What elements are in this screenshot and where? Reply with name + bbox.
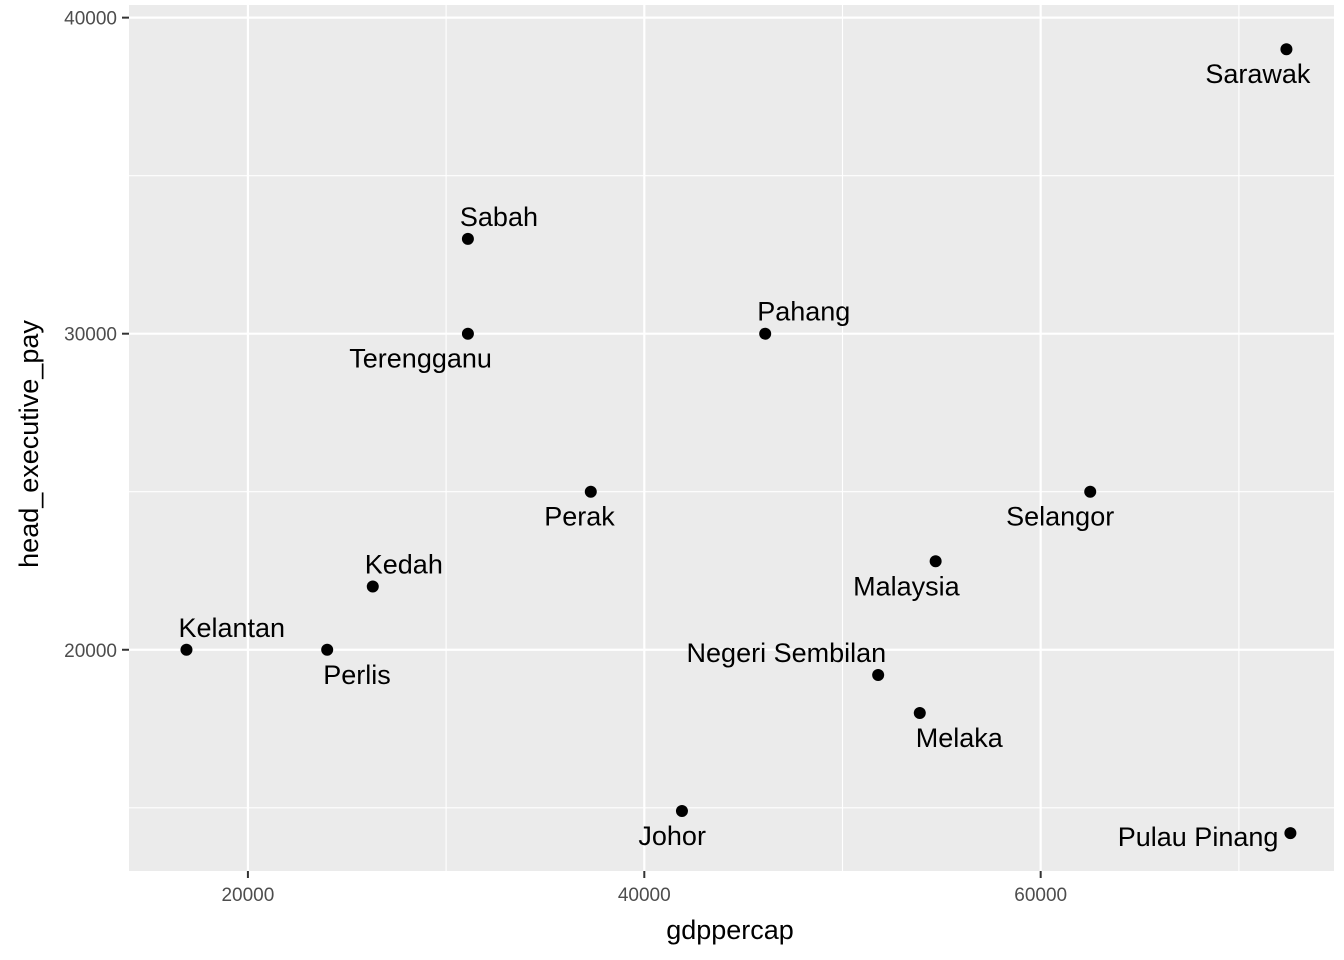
point-label: Melaka — [916, 723, 1004, 753]
y-axis-title: head_executive_pay — [14, 320, 44, 568]
point-label: Kedah — [365, 550, 443, 580]
data-point — [461, 232, 474, 245]
data-point — [913, 706, 926, 719]
data-point — [366, 580, 379, 593]
data-point — [180, 643, 193, 656]
x-tick-label: 20000 — [221, 885, 274, 906]
x-axis: 20000 40000 60000 — [221, 871, 1067, 906]
x-axis-title: gdppercap — [666, 915, 794, 945]
point-label: Terengganu — [349, 344, 492, 374]
y-tick-label: 20000 — [64, 641, 117, 662]
point-label: Sabah — [460, 202, 538, 232]
y-tick-label: 40000 — [64, 9, 117, 30]
point-label: Pulau Pinang — [1118, 822, 1279, 852]
data-point — [872, 669, 885, 682]
point-label: Kelantan — [178, 613, 285, 643]
x-tick-label: 40000 — [618, 885, 671, 906]
point-labels: Sarawak Sabah Pahang Terengganu Perak Selango… — [178, 59, 1310, 852]
data-point — [1284, 827, 1297, 840]
point-label: Malaysia — [853, 571, 961, 601]
x-tick-label: 60000 — [1014, 885, 1067, 906]
point-label: Perlis — [323, 660, 391, 690]
data-point — [461, 327, 474, 340]
data-point — [1084, 485, 1097, 498]
point-label: Perak — [544, 502, 615, 532]
point-label: Pahang — [757, 297, 850, 327]
point-label: Negeri Sembilan — [687, 638, 887, 668]
point-label: Johor — [638, 821, 706, 851]
minor-grid — [129, 5, 1334, 871]
data-point — [1280, 43, 1293, 56]
data-point — [759, 327, 772, 340]
data-point — [584, 485, 597, 498]
major-grid — [129, 5, 1334, 871]
data-point — [929, 555, 942, 568]
data-points — [180, 43, 1297, 840]
data-point — [321, 643, 334, 656]
point-label: Sarawak — [1205, 59, 1311, 89]
point-label: Selangor — [1006, 502, 1114, 532]
plot-panel — [129, 5, 1334, 871]
y-axis: 20000 30000 40000 — [64, 9, 129, 662]
y-tick-label: 30000 — [64, 325, 117, 346]
data-point — [675, 804, 688, 817]
